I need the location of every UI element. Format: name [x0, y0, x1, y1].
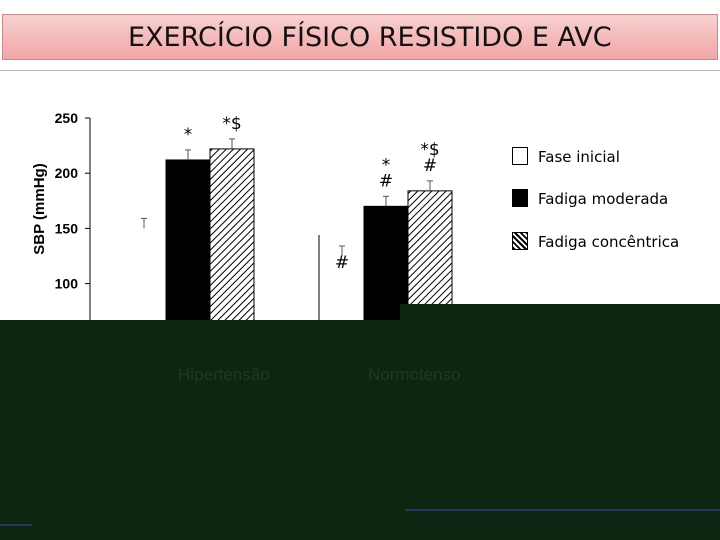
dark-overlay-strip [400, 304, 720, 320]
bottom-accent-line [405, 509, 720, 511]
legend-swatch-hatch [512, 232, 528, 250]
bottom-accent-line [0, 524, 32, 526]
slide-title: EXERCÍCIO FÍSICO RESISTIDO E AVC [128, 22, 612, 53]
significance-marker: # [335, 253, 349, 273]
significance-marker: # [423, 156, 437, 176]
significance-marker: *$ [420, 140, 439, 160]
significance-marker: # [379, 171, 393, 191]
y-tick-label: 250 [55, 110, 79, 126]
ghost-category-label: Normotenso [368, 365, 461, 384]
y-tick-label: 150 [55, 220, 79, 236]
title-banner [2, 14, 718, 60]
title-divider [0, 70, 720, 71]
y-axis-label: SBP (mmHg) [31, 163, 48, 254]
legend-label: Fadiga moderada [538, 190, 669, 208]
dark-overlay [0, 320, 720, 540]
significance-marker: * [382, 155, 391, 175]
significance-marker: *$ [222, 114, 241, 134]
y-tick-label: 100 [55, 276, 79, 292]
legend-label: Fase inicial [538, 148, 620, 166]
y-tick-label: 200 [55, 165, 79, 181]
legend-swatch-white [512, 147, 528, 165]
ghost-category-label: Hipertensão [178, 365, 270, 384]
legend-label: Fadiga concêntrica [538, 233, 680, 251]
significance-marker: * [184, 125, 193, 145]
legend-swatch-black [512, 189, 528, 207]
